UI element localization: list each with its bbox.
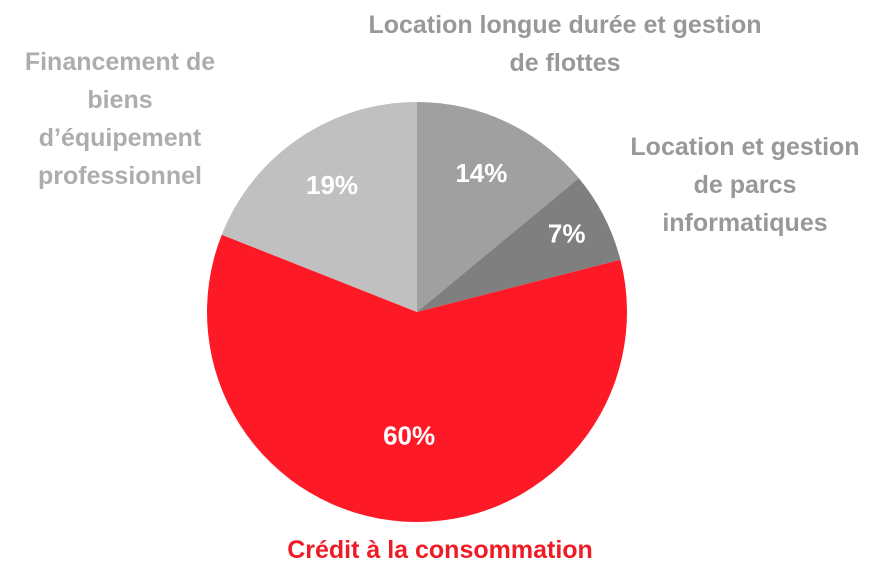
category-label: Location longue durée et gestion de flot… <box>368 11 762 77</box>
value-label: 14% <box>455 158 507 188</box>
value-label: 60% <box>383 421 435 451</box>
value-label: 7% <box>548 219 586 249</box>
pie-slice <box>221 102 417 312</box>
category-label: Financement de biens d’équipement profes… <box>24 48 216 190</box>
pie-slice <box>417 178 621 312</box>
category-label: Location et gestion de parcs informatiqu… <box>630 133 860 237</box>
value-label: 19% <box>306 170 358 200</box>
category-label: Crédit à la consommation <box>287 536 593 564</box>
pie-slice <box>417 102 579 312</box>
pie-slice <box>207 234 627 522</box>
